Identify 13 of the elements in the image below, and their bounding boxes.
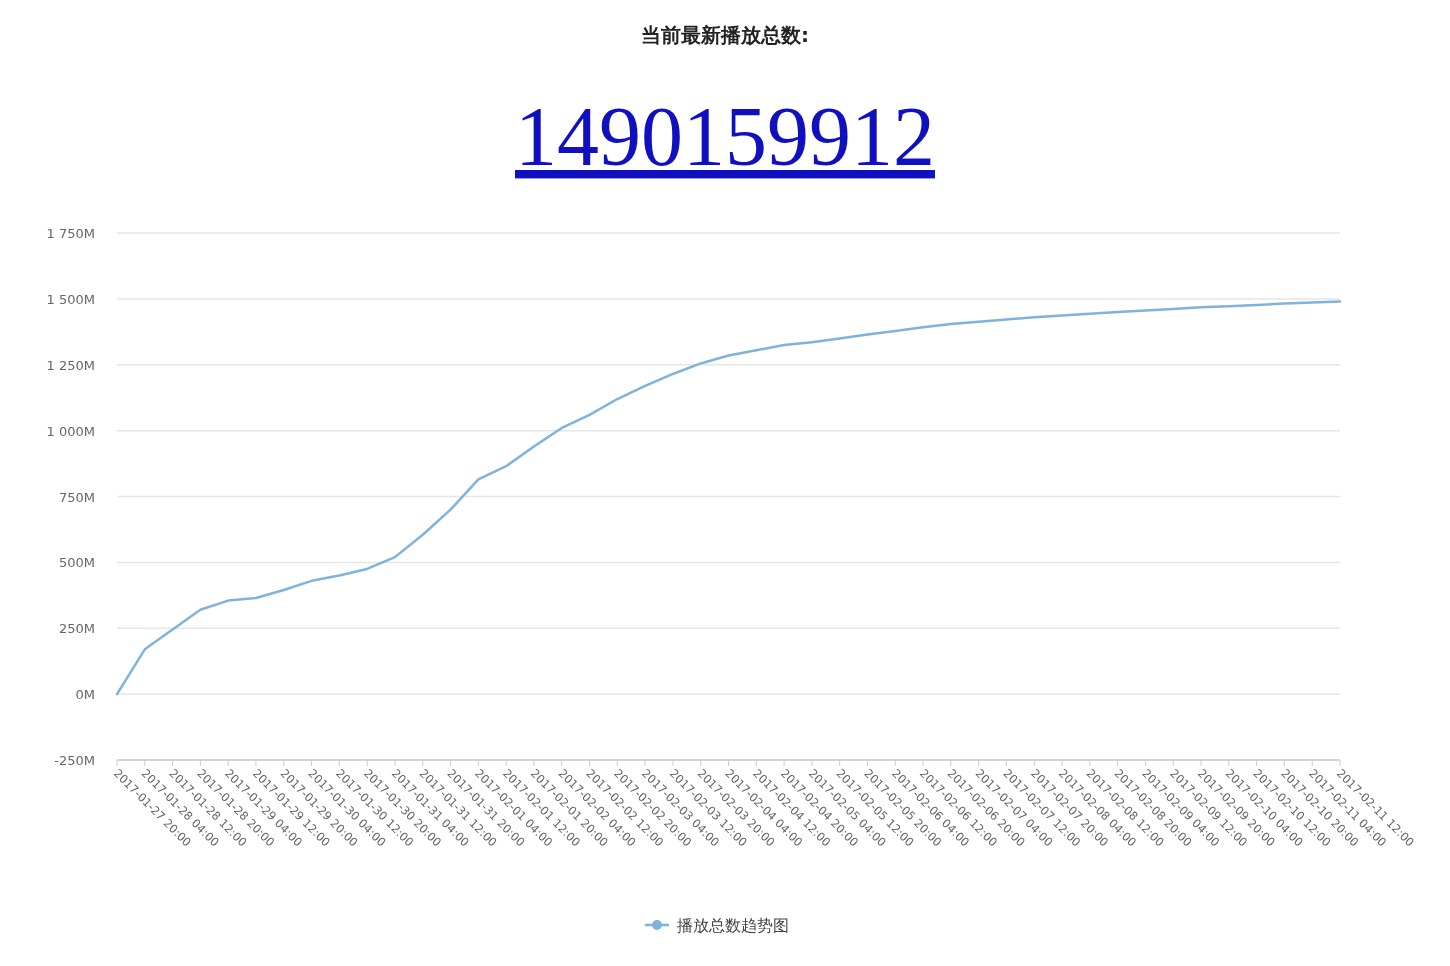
y-tick-label: 1 000M	[46, 423, 95, 439]
y-tick-label: 750M	[58, 489, 95, 505]
y-tick-label: 1 500M	[46, 291, 95, 307]
y-tick-label: 0M	[75, 687, 95, 703]
y-tick-label: 1 750M	[46, 226, 95, 241]
y-tick-label: 250M	[58, 621, 95, 637]
y-tick-label: -250M	[54, 753, 95, 768]
chart-title: 当前最新播放总数:	[641, 23, 809, 47]
line-series	[115, 300, 1342, 696]
y-tick-label: 1 250M	[46, 357, 95, 373]
y-tick-label: 500M	[58, 555, 95, 571]
chart-subtitle: 1490159912	[515, 90, 935, 183]
legend-label: 播放总数趋势图	[677, 916, 789, 935]
